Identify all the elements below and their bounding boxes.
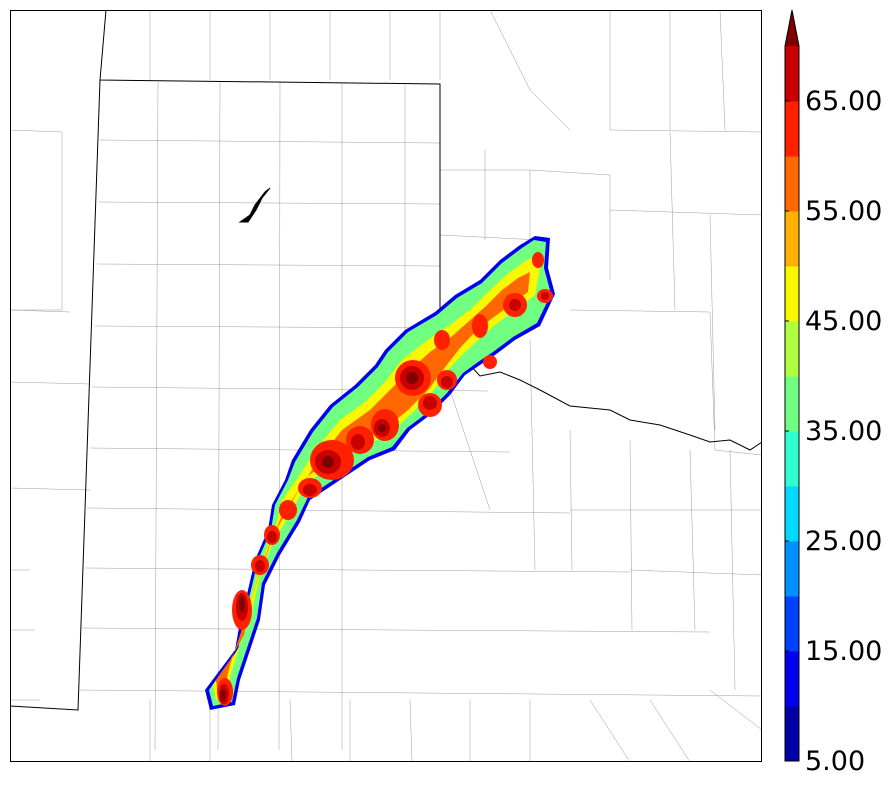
colorbar-band [785,541,799,597]
colorbar-label-65: 65.00 [805,85,883,117]
colorbar-label-5: 5.00 [805,745,866,777]
colorbar-frame [784,9,800,762]
colorbar-band [785,431,799,487]
colorbar-label-55: 55.00 [805,195,883,227]
map-frame [10,10,762,762]
colorbar [784,9,800,762]
colorbar-band [785,376,799,432]
colorbar-band [785,486,799,542]
county-lines [10,10,762,762]
colorbar-bands [785,10,799,762]
colorbar-label-35: 35.00 [805,415,883,447]
colorbar-label-45: 45.00 [805,305,883,337]
colorbar-band [785,156,799,212]
colorbar-label-15: 15.00 [805,635,883,667]
colorbar-label-25: 25.00 [805,525,883,557]
reflectivity-swath [205,236,555,710]
colorbar-band [785,211,799,267]
colorbar-band [785,46,799,102]
colorbar-band [785,101,799,157]
colorbar-band [785,706,799,762]
colorbar-band [785,596,799,652]
map-panel [10,10,762,762]
colorbar-band [785,266,799,322]
colorbar-band [785,321,799,377]
state-boundaries [10,10,762,711]
colorbar-band [785,651,799,707]
colorbar-extend-arrow [785,10,799,46]
